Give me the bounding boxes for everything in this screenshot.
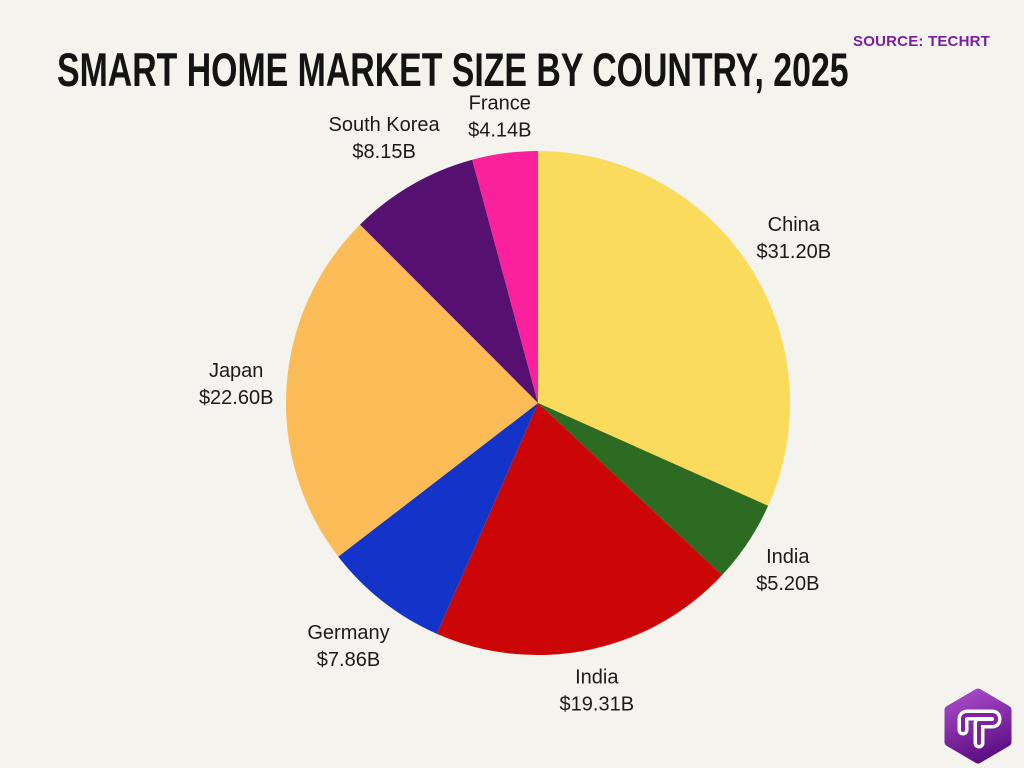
slice-label-japan-4: Japan $22.60B — [199, 360, 274, 409]
logo-letter-t-icon — [957, 709, 1002, 749]
pie-slice-japan-4 — [286, 224, 538, 557]
slice-label-south-korea-5: South Korea $8.15B — [328, 114, 440, 163]
slice-label-india-2: India $19.31B — [560, 666, 635, 715]
slice-label-china-0: China $31.20B — [757, 214, 832, 263]
pie-slice-china-0 — [538, 150, 791, 506]
pie-slice-south-korea-5 — [360, 159, 538, 403]
slice-label-france-6: France $4.14B — [468, 93, 531, 142]
chart-title: SMART HOME MARKET SIZE BY COUNTRY, 2025 — [57, 43, 849, 96]
pie-slice-india-2 — [436, 403, 723, 655]
pie-slice-france-6 — [472, 151, 538, 403]
pie-slice-germany-3 — [338, 403, 538, 634]
slice-label-india-1: India $5.20B — [756, 546, 819, 595]
slice-label-germany-3: Germany $7.86B — [307, 622, 389, 671]
pie-slice-india-1 — [538, 403, 769, 576]
source-attribution: SOURCE: TECHRT — [853, 33, 990, 50]
techrt-logo — [944, 688, 1012, 764]
